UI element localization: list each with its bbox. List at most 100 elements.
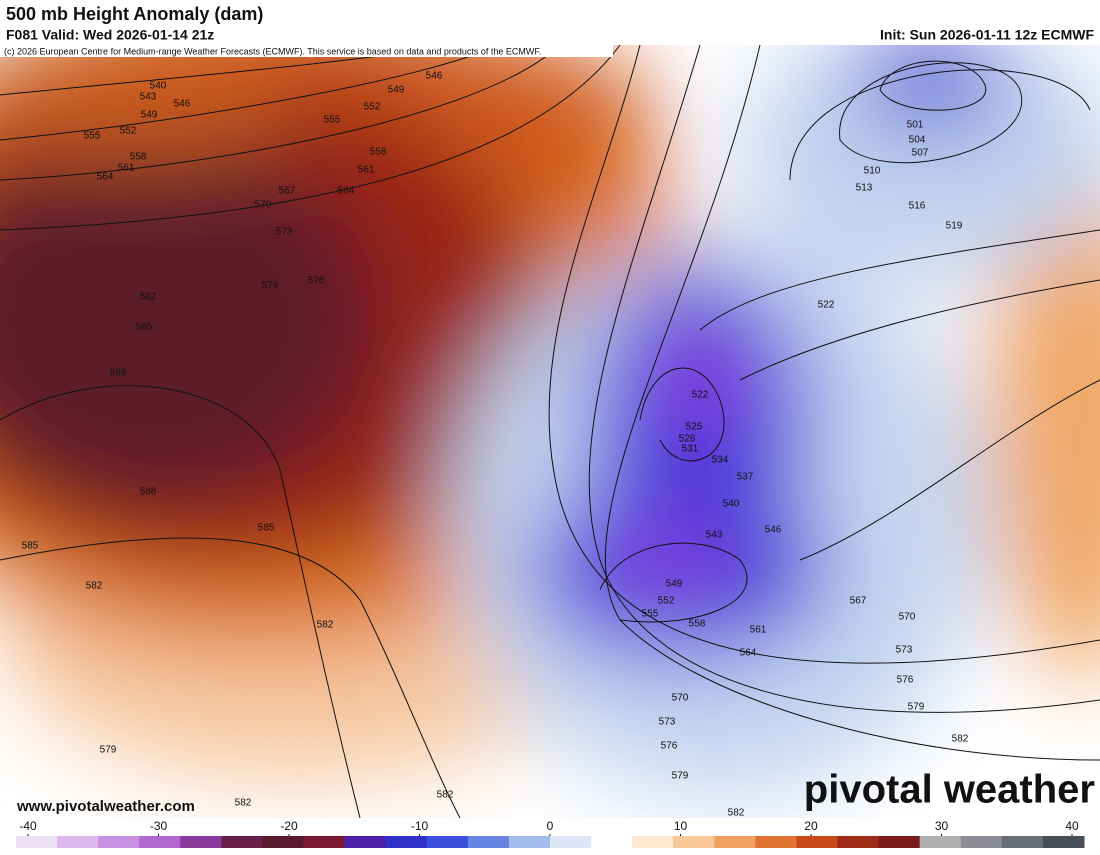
contour-label: 507 xyxy=(912,148,929,159)
contour-label: 540 xyxy=(150,81,167,92)
contour-label: 570 xyxy=(255,200,272,211)
contour-label: 573 xyxy=(659,717,676,728)
colorbar-cell xyxy=(591,836,633,848)
colorbar-tick-label: 40 xyxy=(1065,819,1079,833)
contour-label: 588 xyxy=(110,368,127,379)
contour-label: 546 xyxy=(426,71,443,82)
colorbar-cell xyxy=(467,836,510,848)
contour-label: 573 xyxy=(276,227,293,238)
colorbar-cell xyxy=(303,836,346,848)
colorbar-cell xyxy=(1001,836,1044,848)
colorbar-cell xyxy=(632,836,674,848)
contour-label: 534 xyxy=(712,455,729,466)
colorbar-cell xyxy=(180,836,222,848)
contour-label: 522 xyxy=(692,390,709,401)
colorbar-tick-label: 10 xyxy=(674,819,688,833)
contour-label: 510 xyxy=(864,166,881,177)
website: www.pivotalweather.com xyxy=(16,798,195,815)
colorbar-cell xyxy=(919,836,962,848)
init-time: Init: Sun 2026-01-11 12z ECMWF xyxy=(880,27,1094,43)
contour-label: 576 xyxy=(897,675,914,686)
contour-label: 555 xyxy=(642,609,659,620)
valid-time: F081 Valid: Wed 2026-01-14 21z xyxy=(6,27,214,43)
contour-label: 549 xyxy=(388,85,405,96)
colorbar-cell xyxy=(385,836,428,848)
title: 500 mb Height Anomaly (dam) xyxy=(6,4,263,24)
contour-label: 555 xyxy=(84,131,101,142)
credit: (c) 2026 European Centre for Medium-rang… xyxy=(4,46,541,56)
credit-box xyxy=(0,45,613,57)
colorbar-cell xyxy=(262,836,305,848)
contour-label: 516 xyxy=(909,201,926,212)
colorbar-cell xyxy=(673,836,715,848)
colorbar-cell xyxy=(878,836,921,848)
contour-label: 582 xyxy=(86,581,103,592)
contour-label: 570 xyxy=(672,693,689,704)
contour-label: 582 xyxy=(952,734,969,745)
contour-label: 528 xyxy=(679,434,696,445)
colorbar-cell xyxy=(796,836,839,848)
colorbar-tick-label: 30 xyxy=(935,819,949,833)
colorbar-cell xyxy=(1042,836,1085,848)
contour-label: 573 xyxy=(896,645,913,656)
colorbar: -40 -30 -20 -10 0 10 20 30 40 xyxy=(16,819,1085,848)
contour-label: 552 xyxy=(658,596,675,607)
contour-label: 549 xyxy=(141,110,158,121)
contour-label: 540 xyxy=(723,499,740,510)
colorbar-tick-label: -10 xyxy=(411,819,429,833)
colorbar-tick-label: 20 xyxy=(804,819,818,833)
contour-label: 552 xyxy=(120,126,137,137)
contour-label: 555 xyxy=(324,115,341,126)
contour-label: 585 xyxy=(22,541,39,552)
contour-label: 543 xyxy=(140,92,157,103)
contour-label: 537 xyxy=(737,472,754,483)
contour-label: 561 xyxy=(118,163,135,174)
contour-label: 552 xyxy=(364,102,381,113)
contour-label: 543 xyxy=(706,530,723,541)
colorbar-cell xyxy=(755,836,797,848)
colorbar-cell xyxy=(714,836,756,848)
contour-label: 558 xyxy=(370,147,387,158)
contour-label: 561 xyxy=(358,165,375,176)
contour-label: 582 xyxy=(317,620,334,631)
colorbar-tick-label: -20 xyxy=(280,819,298,833)
contour-label: 579 xyxy=(100,745,117,756)
contour-label: 567 xyxy=(850,596,867,607)
contour-label: 531 xyxy=(682,444,699,455)
contour-label: 549 xyxy=(666,579,683,590)
contour-label: 546 xyxy=(765,525,782,536)
contour-label: 582 xyxy=(235,798,252,809)
colorbar-cell xyxy=(139,836,181,848)
contour-label: 564 xyxy=(97,172,114,183)
contour-label: 576 xyxy=(308,276,325,287)
contour-label: 570 xyxy=(899,612,916,623)
colorbar-cell xyxy=(98,836,140,848)
colorbar-cell xyxy=(550,836,592,848)
contour-label: 558 xyxy=(689,619,706,630)
contour-label: 579 xyxy=(672,771,689,782)
contour-label: 585 xyxy=(258,523,275,534)
contour-label: 576 xyxy=(661,741,678,752)
colorbar-cell xyxy=(508,836,551,848)
contour-label: 525 xyxy=(686,422,703,433)
contour-label: 582 xyxy=(728,808,745,819)
contour-label: 522 xyxy=(818,300,835,311)
contour-label: 546 xyxy=(174,99,191,110)
contour-labels: 5405435465495525555585615645675705735765… xyxy=(22,71,969,819)
contour-label: 567 xyxy=(279,186,296,197)
contour-label: 561 xyxy=(750,625,767,636)
contour-label: 588 xyxy=(140,487,157,498)
contour-label: 501 xyxy=(907,120,924,131)
contour-label: 579 xyxy=(262,281,279,292)
watermark: pivotal weather xyxy=(804,768,1095,812)
colorbar-cell xyxy=(57,836,99,848)
contour-label: 582 xyxy=(437,790,454,801)
contour-label: 579 xyxy=(908,702,925,713)
colorbar-cell xyxy=(837,836,880,848)
contour-lines xyxy=(0,45,1100,818)
colorbar-cell xyxy=(221,836,263,848)
colorbar-cell xyxy=(426,836,469,848)
contour-label: 585 xyxy=(136,322,153,333)
map: 5405435465495525555585615645675705735765… xyxy=(0,45,1100,819)
